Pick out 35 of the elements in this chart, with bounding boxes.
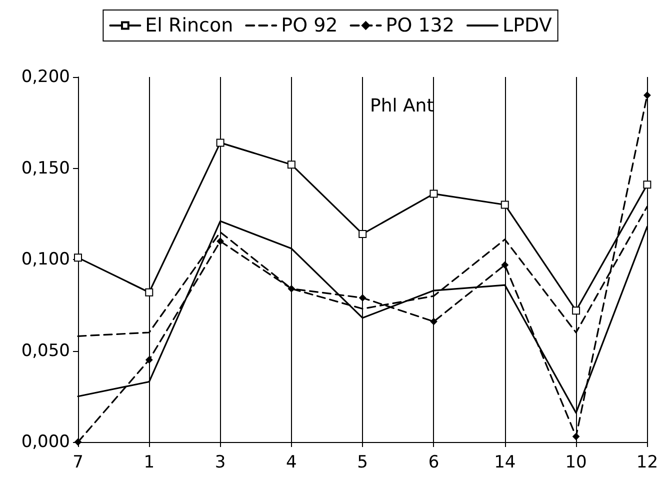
point — [501, 261, 508, 268]
x-tick-label: 1 — [144, 452, 155, 472]
y-tick-label: 0,050 — [21, 340, 70, 361]
point — [216, 238, 224, 245]
point — [572, 306, 580, 315]
y-tick-label: 0,100 — [21, 250, 70, 270]
point — [146, 356, 153, 364]
annotation: Phl Ant — [370, 96, 434, 116]
legend-label: El Rincon — [145, 14, 234, 36]
x-tick-label: 3 — [214, 452, 226, 472]
y-tick-label: 0,200 — [21, 67, 70, 87]
point — [500, 200, 509, 209]
point — [643, 180, 652, 189]
x-tick-label: 6 — [428, 452, 440, 472]
x-tick-label: 7 — [72, 452, 84, 472]
point — [572, 433, 580, 440]
point — [287, 160, 296, 169]
x-tick-label: 10 — [565, 452, 587, 472]
y-tick-label: 0,000 — [21, 432, 70, 452]
point — [288, 285, 295, 292]
x-tick-label: 5 — [357, 452, 368, 472]
x-tick-label: 4 — [286, 452, 297, 472]
point — [430, 318, 438, 326]
x-tick-label: 14 — [494, 452, 516, 472]
point — [359, 294, 366, 302]
x-tick-label: 12 — [636, 452, 658, 472]
y-tick-label: 0,150 — [21, 158, 70, 178]
legend-label: LPDV — [502, 14, 552, 36]
point — [644, 92, 651, 99]
legend-label: PO 132 — [386, 14, 454, 36]
legend-label: PO 92 — [281, 14, 338, 36]
point — [430, 190, 438, 198]
point — [145, 288, 154, 296]
point — [216, 138, 224, 147]
point — [358, 230, 367, 238]
